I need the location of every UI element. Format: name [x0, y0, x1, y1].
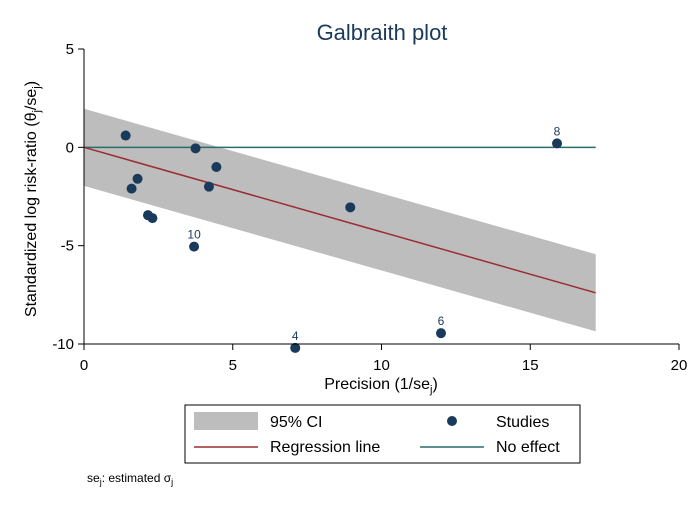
axes: 5 0 -5 -10 0 5 10 15 20 — [52, 41, 687, 374]
y-title-mid: /se — [23, 89, 40, 110]
footnote: sej: estimated σj — [87, 471, 173, 487]
y-title-close: ) — [23, 81, 40, 86]
y-tick-label: -10 — [52, 336, 74, 353]
study-point — [120, 130, 131, 141]
x-title-close: ) — [432, 376, 437, 393]
y-title-prefix: Standardized log risk-ratio (θ — [23, 112, 40, 317]
note-mid: : estimated σ — [102, 471, 172, 485]
y-tick-label: -5 — [61, 238, 74, 255]
note-sub1: j — [99, 477, 102, 487]
study-point — [132, 173, 143, 184]
legend-noeffect-label: No effect — [496, 439, 560, 456]
x-ticks: 0 5 10 15 20 — [80, 344, 688, 374]
plot-area: 10 4 6 8 — [83, 108, 596, 353]
legend-regression-label: Regression line — [270, 439, 380, 456]
y-tick-label: 5 — [66, 41, 74, 58]
y-tick-label: 0 — [66, 139, 74, 156]
x-tick-label: 15 — [522, 357, 539, 374]
x-title-sub: j — [429, 384, 432, 396]
study-point — [290, 342, 301, 353]
legend: 95% CI Studies Regression line No effect — [184, 404, 581, 464]
regression-line — [83, 146, 596, 294]
legend-studies-label: Studies — [496, 414, 549, 431]
x-tick-label: 10 — [373, 357, 390, 374]
x-tick-label: 5 — [229, 357, 237, 374]
y-axis-title: Standardized log risk-ratio (θj/sej) — [23, 81, 43, 317]
x-axis-title: Precision (1/sej) — [324, 376, 438, 396]
study-point — [190, 143, 201, 154]
note-pre: se — [87, 471, 100, 485]
legend-ci-label: 95% CI — [270, 414, 322, 431]
chart-title: Galbraith plot — [317, 20, 448, 45]
y-ticks: 5 0 -5 -10 — [52, 41, 84, 353]
study-point — [552, 138, 563, 149]
study-point — [147, 213, 158, 224]
study-point-label: 8 — [554, 124, 561, 138]
x-title-main: Precision (1/se — [324, 376, 430, 393]
study-point — [126, 183, 137, 194]
y-title-sub2: j — [31, 86, 43, 89]
study-point — [203, 181, 214, 192]
study-point — [436, 328, 446, 339]
study-points: 10 4 6 8 — [120, 124, 563, 353]
study-point-label: 10 — [187, 228, 201, 242]
legend-studies-marker — [447, 416, 457, 426]
x-tick-label: 0 — [80, 357, 88, 374]
x-tick-label: 20 — [671, 357, 688, 374]
study-point-label: 4 — [292, 329, 299, 343]
note-sub2: j — [170, 477, 173, 487]
y-title-sub1: j — [31, 110, 43, 113]
study-point — [189, 241, 200, 252]
study-point — [345, 202, 356, 213]
study-point — [211, 162, 222, 172]
legend-ci-swatch — [194, 412, 258, 430]
study-point-label: 6 — [438, 314, 445, 328]
